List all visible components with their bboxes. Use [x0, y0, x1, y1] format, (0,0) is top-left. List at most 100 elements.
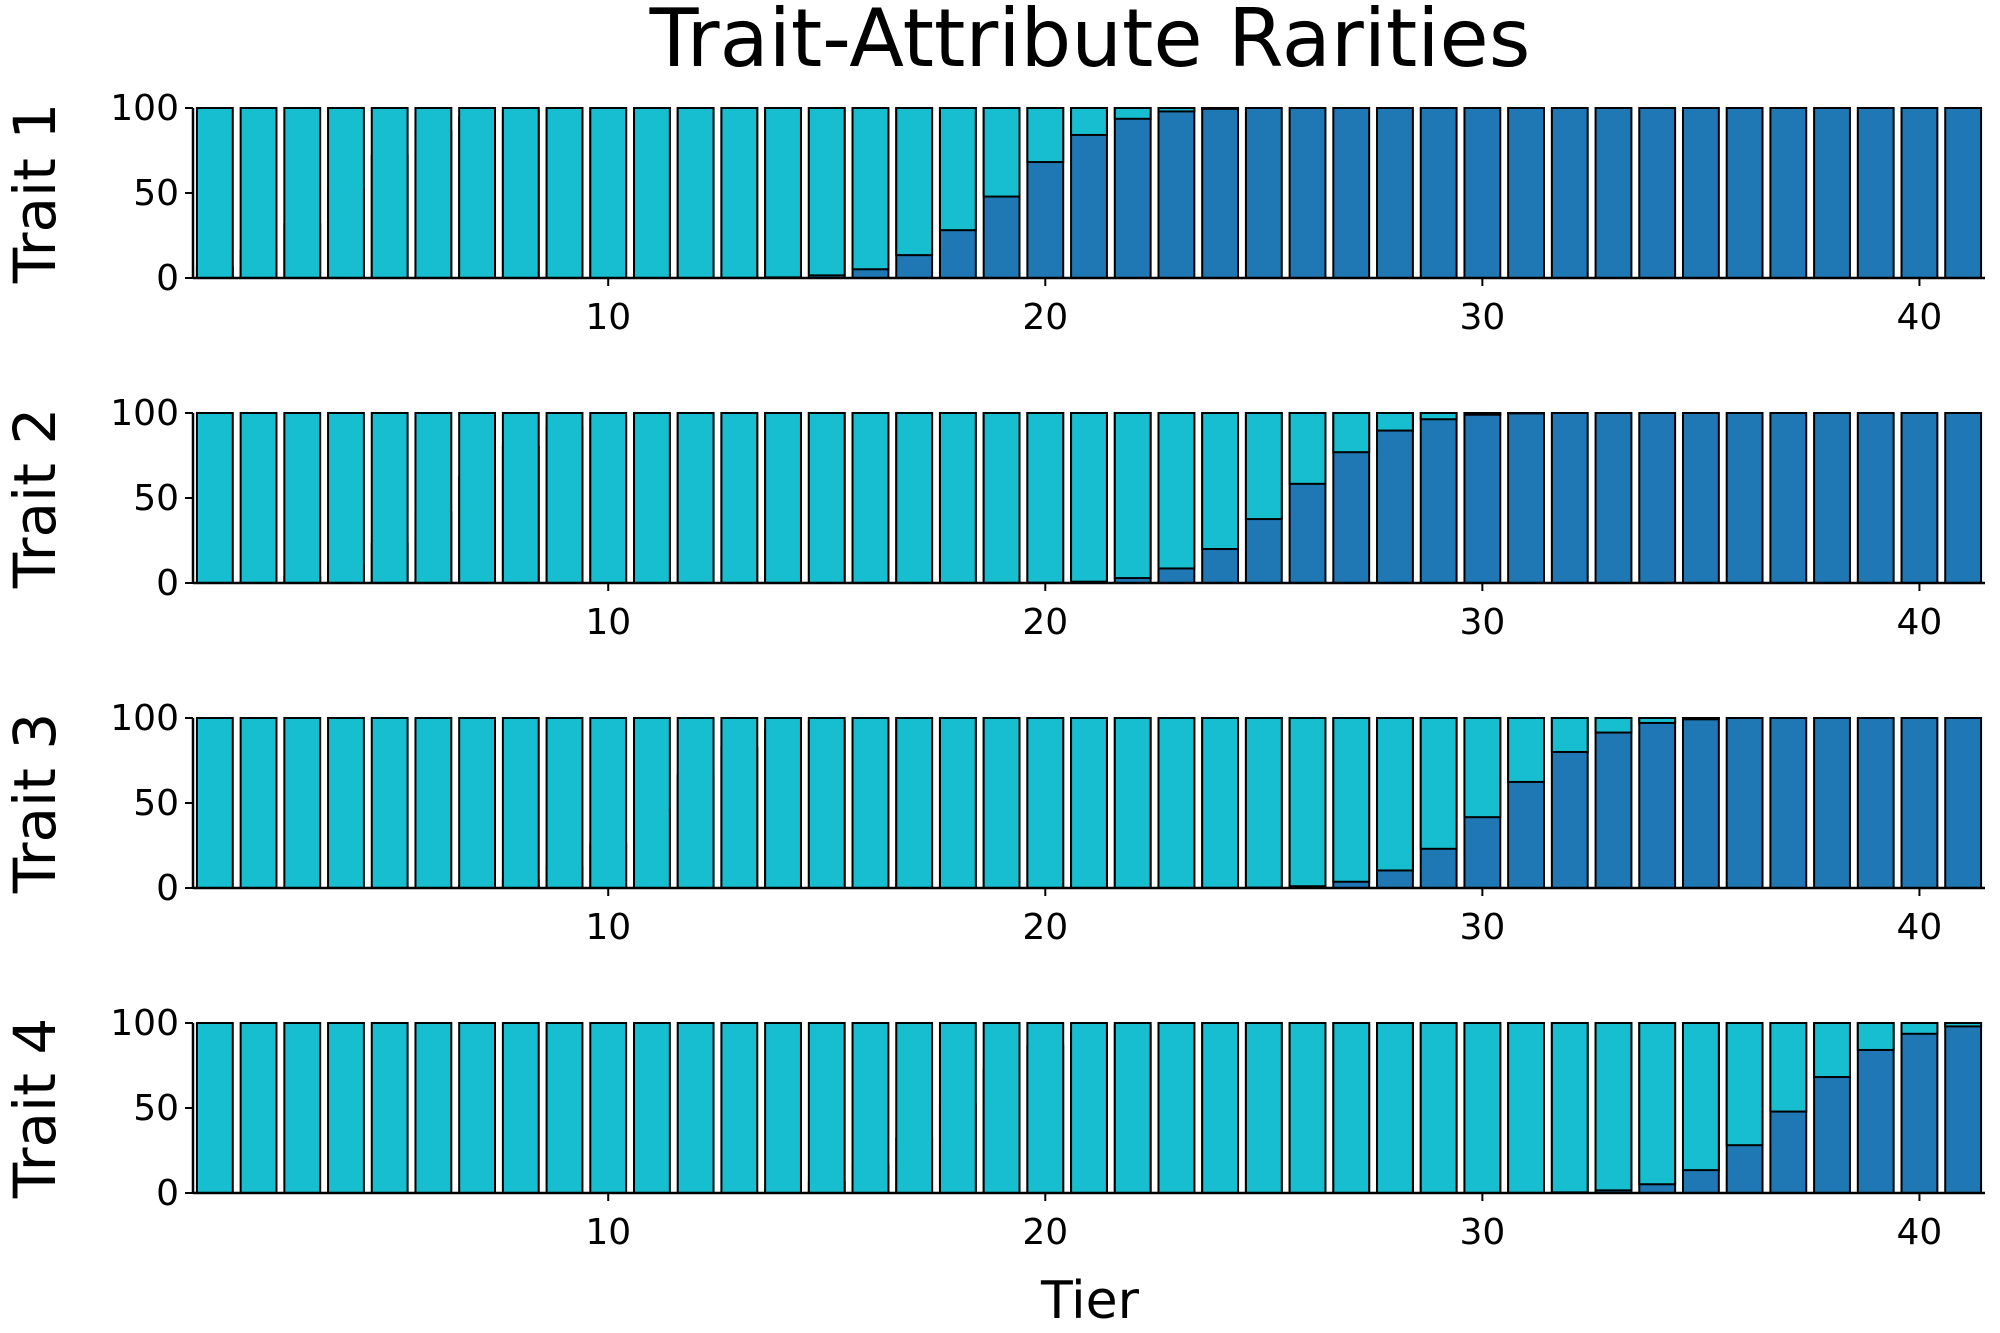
bar-stack-tier-9 — [545, 107, 584, 280]
bar-segment-attribute-10 — [1638, 1022, 1677, 1186]
bar-segment-attribute-10 — [501, 717, 540, 889]
bar-stack-tier-3 — [283, 717, 322, 889]
y-tick-label: 0 — [156, 1173, 179, 1214]
bar-stack-tier-3 — [283, 412, 322, 584]
y-tick-label: 100 — [110, 393, 179, 434]
bar-stack-tier-6 — [414, 717, 453, 889]
bar-segment-attribute-1 — [1813, 107, 1851, 279]
bar-stack-tier-37 — [1769, 107, 1808, 279]
bar-segment-attribute-10 — [1332, 412, 1371, 454]
bar-stack-tier-20 — [1026, 107, 1065, 279]
bar-segment-attribute-1 — [1900, 412, 1939, 584]
bar-segment-attribute-10 — [1113, 717, 1152, 889]
bar-stack-tier-39 — [1856, 1022, 1895, 1194]
bar-segment-attribute-10 — [676, 1022, 715, 1194]
bar-stack-tier-1 — [195, 412, 234, 584]
x-axis-label: Tier — [1040, 1271, 1140, 1331]
bar-stack-tier-8 — [501, 717, 540, 889]
bar-stack-tier-31 — [1507, 717, 1545, 889]
bar-segment-attribute-10 — [458, 1022, 497, 1194]
bar-stack-tier-31 — [1507, 1022, 1545, 1194]
bar-segment-attribute-10 — [1725, 1022, 1764, 1147]
bar-stack-tier-38 — [1813, 1022, 1851, 1194]
bar-stack-tier-16 — [851, 412, 890, 584]
bar-segment-attribute-10 — [239, 717, 278, 889]
bar-stack-tier-39 — [1856, 107, 1895, 279]
bar-segment-attribute-10 — [327, 412, 365, 584]
bar-segment-attribute-10 — [589, 717, 628, 889]
bar-segment-attribute-10 — [720, 717, 759, 889]
bar-stack-tier-37 — [1769, 1022, 1808, 1194]
bar-segment-attribute-10 — [1419, 717, 1458, 850]
bar-segment-attribute-10 — [283, 107, 322, 279]
bar-stack-tier-35 — [1681, 717, 1720, 889]
bar-segment-attribute-10 — [1157, 107, 1196, 113]
bar-stack-tier-14 — [764, 717, 802, 890]
bar-stack-tier-24 — [1201, 107, 1240, 279]
bar-segment-attribute-1 — [1813, 717, 1851, 889]
bar-stack-tier-21 — [1070, 107, 1108, 279]
bar-stack-tier-10 — [589, 107, 628, 279]
bar-stack-tier-3 — [283, 107, 322, 280]
bar-segment-attribute-10 — [1813, 1022, 1851, 1079]
bar-stack-tier-26 — [1288, 1022, 1327, 1194]
bar-segment-attribute-1 — [1463, 107, 1502, 279]
x-tick-label: 10 — [585, 297, 631, 338]
bar-segment-attribute-1 — [1944, 717, 1983, 889]
bar-stack-tier-21 — [1070, 412, 1108, 584]
bar-stack-tier-4 — [327, 107, 365, 279]
y-tick-label: 100 — [110, 698, 179, 739]
bar-stack-tier-9 — [545, 717, 584, 890]
bar-stack-tier-25 — [1244, 412, 1283, 584]
bar-segment-attribute-1 — [1288, 107, 1327, 279]
bar-segment-attribute-10 — [1769, 1022, 1808, 1113]
bar-stack-tier-30 — [1463, 412, 1502, 584]
bar-segment-attribute-10 — [764, 107, 802, 279]
bar-segment-attribute-1 — [1725, 717, 1764, 889]
bar-stack-tier-41 — [1944, 107, 1983, 279]
bar-stack-tier-22 — [1113, 107, 1152, 279]
bar-stack-tier-38 — [1813, 107, 1851, 279]
bar-segment-attribute-10 — [1419, 1022, 1458, 1194]
bar-stack-tier-7 — [458, 107, 497, 279]
bar-stack-tier-5 — [370, 107, 409, 280]
bar-stack-tier-9 — [545, 412, 584, 584]
bar-segment-attribute-1 — [1113, 107, 1152, 279]
bar-segment-attribute-10 — [1681, 717, 1720, 721]
bar-segment-attribute-10 — [1201, 412, 1240, 551]
bar-stack-tier-8 — [501, 412, 540, 585]
bar-segment-attribute-10 — [1070, 107, 1108, 136]
bar-stack-tier-19 — [982, 1022, 1021, 1194]
bar-segment-attribute-10 — [1332, 717, 1371, 883]
bar-segment-attribute-1 — [1638, 412, 1677, 584]
bar-segment-attribute-10 — [589, 107, 628, 279]
bar-segment-attribute-10 — [807, 717, 846, 889]
bar-segment-attribute-10 — [589, 1022, 628, 1194]
x-tick-label: 10 — [585, 1212, 631, 1253]
bar-segment-attribute-10 — [370, 1022, 409, 1194]
bar-stack-tier-36 — [1725, 717, 1764, 889]
bar-segment-attribute-1 — [1594, 717, 1633, 889]
bar-stack-tier-34 — [1638, 412, 1677, 584]
bar-segment-attribute-10 — [501, 412, 540, 584]
bar-stack-tier-38 — [1813, 717, 1851, 889]
bar-segment-attribute-10 — [1288, 412, 1327, 485]
bar-stack-tier-30 — [1463, 1022, 1502, 1194]
bar-segment-attribute-1 — [1463, 412, 1502, 584]
bar-segment-attribute-10 — [1507, 1022, 1545, 1194]
bar-stack-tier-29 — [1419, 1022, 1458, 1194]
bar-stack-tier-4 — [327, 1022, 365, 1194]
bar-segment-attribute-1 — [1769, 107, 1808, 279]
subplot-trait-2: 0 50 100 10 20 30 40 Trait 2 — [1, 393, 1985, 643]
bar-stack-tier-11 — [633, 717, 671, 890]
bar-stack-tier-17 — [895, 1022, 934, 1194]
bar-stack-tier-37 — [1769, 412, 1808, 584]
bar-segment-attribute-10 — [195, 717, 234, 889]
bar-segment-attribute-1 — [1507, 412, 1545, 584]
subplot-trait-3: 0 50 100 10 20 30 40 Trait 3 — [1, 698, 1985, 948]
bar-segment-attribute-10 — [501, 1022, 540, 1194]
bar-segment-attribute-10 — [1376, 1022, 1414, 1194]
bar-stack-tier-19 — [982, 412, 1021, 584]
bar-segment-attribute-10 — [1244, 717, 1283, 889]
bar-stack-tier-25 — [1244, 107, 1283, 279]
